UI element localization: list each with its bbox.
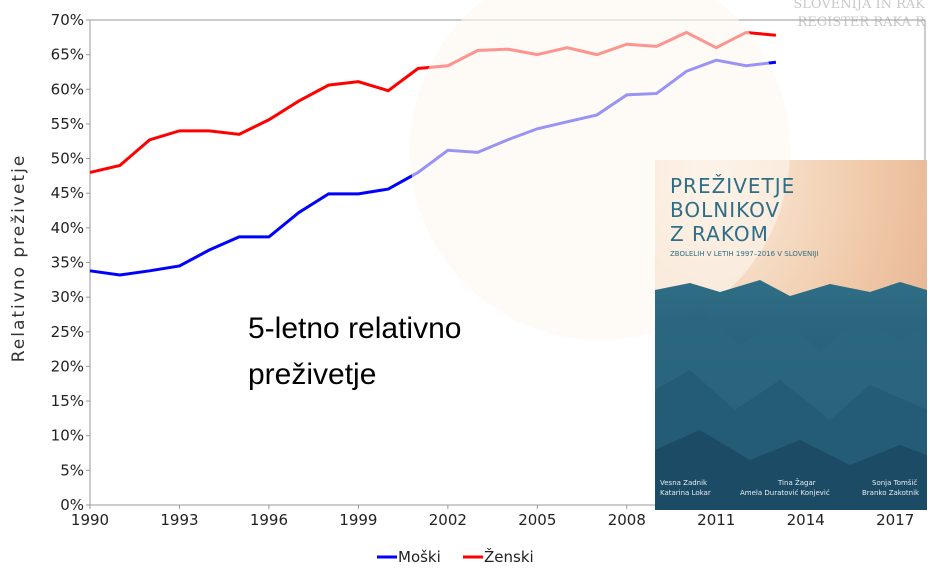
y-tick-label: 10% (51, 427, 84, 445)
y-tick-label: 55% (51, 115, 84, 133)
annotation: 5-letno relativno (248, 312, 461, 345)
y-tick-label: 50% (51, 150, 84, 168)
y-tick-label: 30% (51, 288, 84, 306)
cover-title: Z RAKOM (670, 222, 769, 246)
cover-author: Katarina Lokar (660, 489, 711, 497)
book-cover (410, 0, 927, 510)
x-tick-label: 1990 (71, 511, 109, 529)
y-tick-label: 45% (51, 184, 84, 202)
watermark: SLOVENIJA IN RAK (793, 0, 925, 12)
y-tick-label: 20% (51, 357, 84, 375)
cover-title: PREŽIVETJE (670, 174, 795, 198)
legend-label: Moški (398, 548, 441, 566)
x-tick-label: 1996 (250, 511, 288, 529)
y-tick-label: 35% (51, 254, 84, 272)
x-tick-label: 2005 (518, 511, 556, 529)
cover-author: Tina Žagar (777, 478, 816, 487)
y-tick-label: 15% (51, 392, 84, 410)
y-axis-label: Relativno preživetje (9, 154, 29, 363)
y-tick-label: 25% (51, 323, 84, 341)
x-tick-label: 2017 (876, 511, 914, 529)
y-tick-label: 65% (51, 46, 84, 64)
cover-title: BOLNIKOV (670, 198, 780, 222)
x-tick-label: 2014 (787, 511, 825, 529)
cover-author: Branko Zakotnik (862, 489, 920, 497)
x-tick-label: 2008 (608, 511, 646, 529)
x-tick-label: 2002 (429, 511, 467, 529)
x-tick-label: 2011 (697, 511, 735, 529)
y-tick-label: 60% (51, 80, 84, 98)
legend-label: Ženski (484, 547, 534, 566)
cover-subtitle: ZBOLELIH V LETIH 1997–2016 V SLOVENIJI (670, 250, 818, 258)
cover-sun (410, 0, 790, 340)
y-tick-label: 40% (51, 219, 84, 237)
cover-author: Vesna Zadnik (660, 479, 708, 487)
cover-author: Amela Duratović Konjević (740, 489, 830, 497)
cover-mountains (655, 430, 927, 510)
cover-author: Sonja Tomšič (872, 479, 917, 487)
y-tick-label: 5% (60, 461, 84, 479)
y-tick-label: 0% (60, 496, 84, 514)
x-tick-label: 1999 (339, 511, 377, 529)
x-tick-label: 1993 (160, 511, 198, 529)
annotation: preživetje (248, 358, 376, 391)
watermark: REGISTER RAKA R (798, 15, 927, 30)
y-tick-label: 70% (51, 11, 84, 29)
